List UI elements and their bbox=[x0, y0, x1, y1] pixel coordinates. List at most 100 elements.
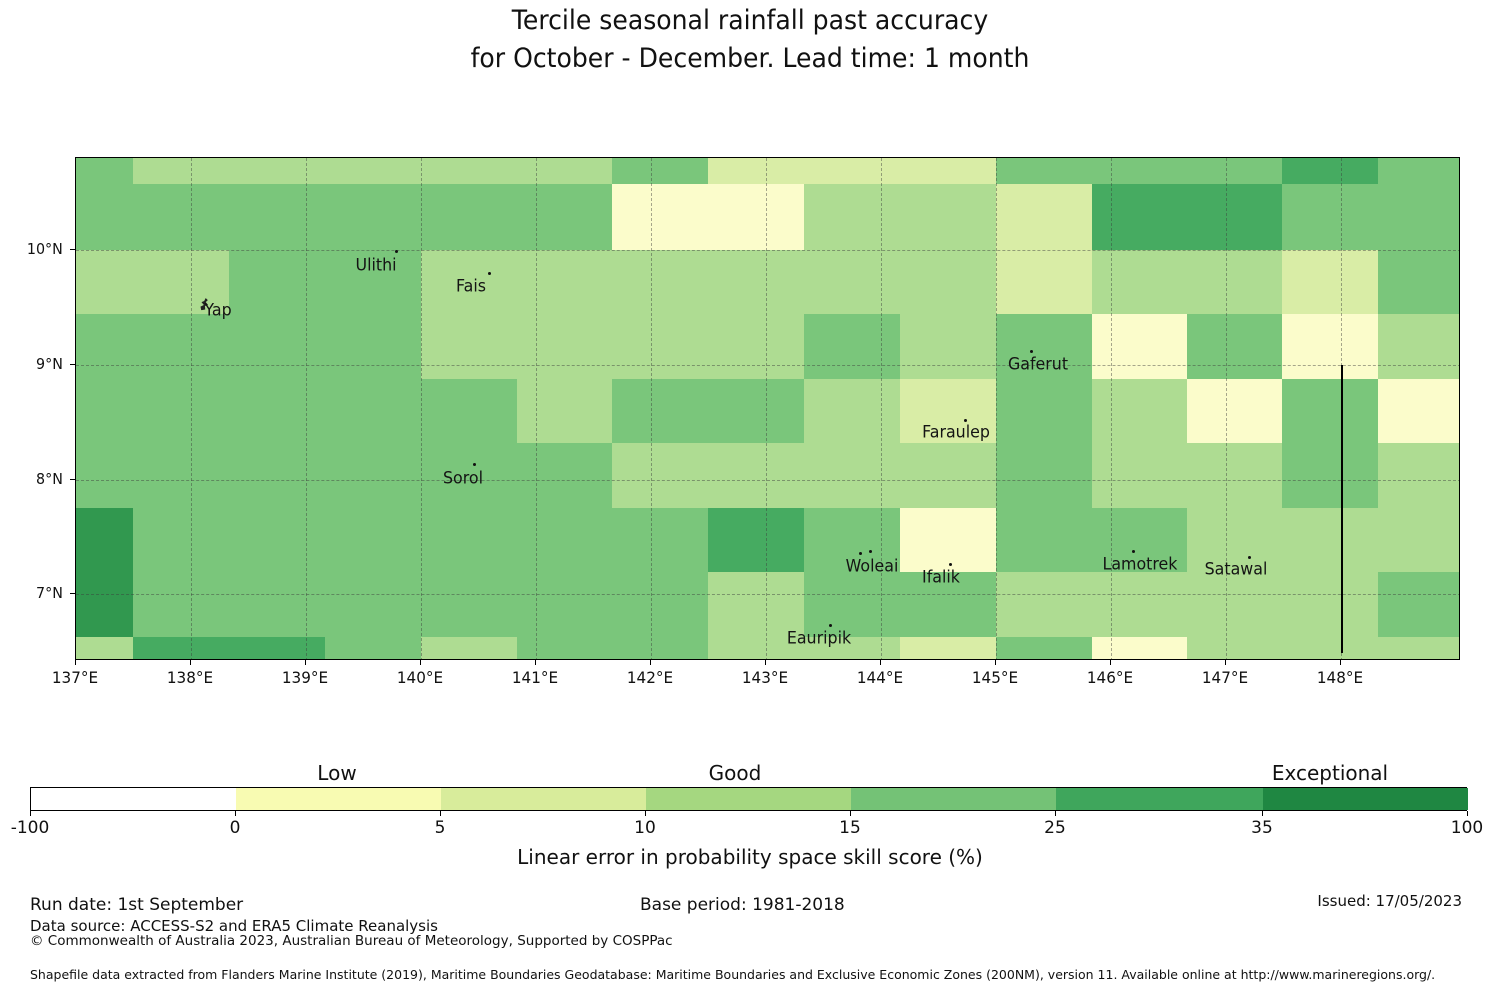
map-cell bbox=[517, 508, 613, 573]
map-cell bbox=[133, 637, 230, 659]
graticule-parallel bbox=[76, 594, 1459, 595]
map-cell bbox=[1378, 508, 1459, 573]
map-cell bbox=[612, 250, 709, 315]
colorbar-tick bbox=[1262, 811, 1263, 816]
x-axis-tick bbox=[190, 660, 191, 665]
footer-copyright: © Commonwealth of Australia 2023, Austra… bbox=[30, 933, 673, 949]
x-axis-tick-label: 140°E bbox=[396, 668, 444, 687]
island-marker-dot bbox=[869, 550, 872, 553]
map-cell bbox=[229, 184, 326, 251]
map-cell bbox=[1187, 314, 1283, 380]
map-cell bbox=[1187, 637, 1283, 659]
map-cell bbox=[1092, 314, 1188, 380]
footer-run-date: Run date: 1st September bbox=[30, 895, 244, 915]
y-axis-tick-label: 10°N bbox=[26, 240, 63, 258]
colorbar-tick bbox=[645, 811, 646, 816]
map-cell bbox=[708, 379, 805, 444]
map-cell bbox=[76, 508, 134, 573]
map-cell bbox=[708, 508, 805, 573]
island-marker-dot bbox=[829, 624, 832, 627]
x-axis-tick bbox=[765, 660, 766, 665]
map-cell bbox=[421, 184, 518, 251]
colorbar-axis-label: Linear error in probability space skill … bbox=[517, 845, 983, 869]
map-cell bbox=[1187, 443, 1283, 509]
chart-title-line2: for October - December. Lead time: 1 mon… bbox=[470, 43, 1030, 74]
map-cell bbox=[1378, 637, 1459, 659]
island-marker-dot bbox=[473, 463, 476, 466]
map-cell bbox=[996, 250, 1093, 315]
island-marker-dot bbox=[949, 563, 952, 566]
map-cell bbox=[804, 637, 901, 659]
map-cell bbox=[1187, 184, 1283, 251]
map-cell bbox=[421, 314, 518, 380]
map-cell bbox=[1282, 184, 1379, 251]
map-cell bbox=[1282, 443, 1379, 509]
island-label: Satawal bbox=[1204, 559, 1268, 579]
colorbar-tick bbox=[235, 811, 236, 816]
map-cell bbox=[804, 158, 901, 185]
colorbar-category-label: Exceptional bbox=[1271, 761, 1389, 785]
colorbar-category-label: Low bbox=[317, 761, 357, 785]
island-label: Fais bbox=[455, 276, 487, 296]
map-cell bbox=[325, 508, 422, 573]
map-cell bbox=[421, 379, 518, 444]
map-plot: Yap Ulithi Fais Sorol Gaferut Faraulep Woleai I… bbox=[75, 157, 1460, 660]
colorbar bbox=[30, 787, 1468, 811]
map-cell bbox=[708, 314, 805, 380]
map-cell bbox=[133, 379, 230, 444]
map-cell bbox=[76, 443, 134, 509]
map-cell bbox=[708, 443, 805, 509]
map-cell bbox=[900, 184, 997, 251]
island-label: Gaferut bbox=[1007, 354, 1069, 374]
map-cell bbox=[76, 314, 134, 380]
map-cell bbox=[421, 508, 518, 573]
map-cell bbox=[517, 572, 613, 638]
map-cell bbox=[708, 250, 805, 315]
map-cell bbox=[229, 508, 326, 573]
map-cell bbox=[612, 184, 709, 251]
map-cell bbox=[517, 250, 613, 315]
graticule-meridian bbox=[1226, 158, 1227, 659]
y-axis-tick-label: 7°N bbox=[35, 584, 63, 602]
map-cell bbox=[133, 572, 230, 638]
map-cell bbox=[612, 637, 709, 659]
map-cell bbox=[612, 572, 709, 638]
map-cell bbox=[708, 158, 805, 185]
map-cell bbox=[76, 379, 134, 444]
island-label: Faraulep bbox=[922, 422, 990, 442]
x-axis-tick bbox=[995, 660, 996, 665]
map-cell bbox=[229, 314, 326, 380]
colorbar-tick-label: 10 bbox=[634, 818, 656, 838]
map-cell bbox=[804, 250, 901, 315]
map-cell bbox=[804, 379, 901, 444]
map-cell bbox=[1092, 379, 1188, 444]
island-marker-dot bbox=[1030, 350, 1033, 353]
map-cell bbox=[76, 158, 134, 185]
map-cell bbox=[229, 637, 326, 659]
map-cell bbox=[900, 508, 997, 573]
map-cell bbox=[1378, 379, 1459, 444]
graticule-meridian bbox=[1111, 158, 1112, 659]
x-axis-tick bbox=[75, 660, 76, 665]
island-label: Eauripik bbox=[786, 628, 852, 648]
map-cell bbox=[996, 158, 1093, 185]
map-cell bbox=[1378, 250, 1459, 315]
map-cell bbox=[229, 572, 326, 638]
map-cell bbox=[708, 184, 805, 251]
map-cell bbox=[1092, 637, 1188, 659]
x-axis-tick-label: 142°E bbox=[626, 668, 674, 687]
island-marker-dot bbox=[395, 250, 398, 253]
y-axis-tick-label: 9°N bbox=[35, 355, 63, 373]
map-cell bbox=[1282, 314, 1379, 380]
map-cell bbox=[421, 250, 518, 315]
map-cell bbox=[804, 184, 901, 251]
x-axis-tick-label: 139°E bbox=[281, 668, 329, 687]
map-cell bbox=[1282, 508, 1379, 573]
map-cell bbox=[133, 314, 230, 380]
map-cell bbox=[229, 379, 326, 444]
map-cell bbox=[517, 158, 613, 185]
island-marker-dot bbox=[859, 552, 862, 555]
map-cell bbox=[76, 184, 134, 251]
graticule-meridian bbox=[881, 158, 882, 659]
map-cell bbox=[1092, 572, 1188, 638]
